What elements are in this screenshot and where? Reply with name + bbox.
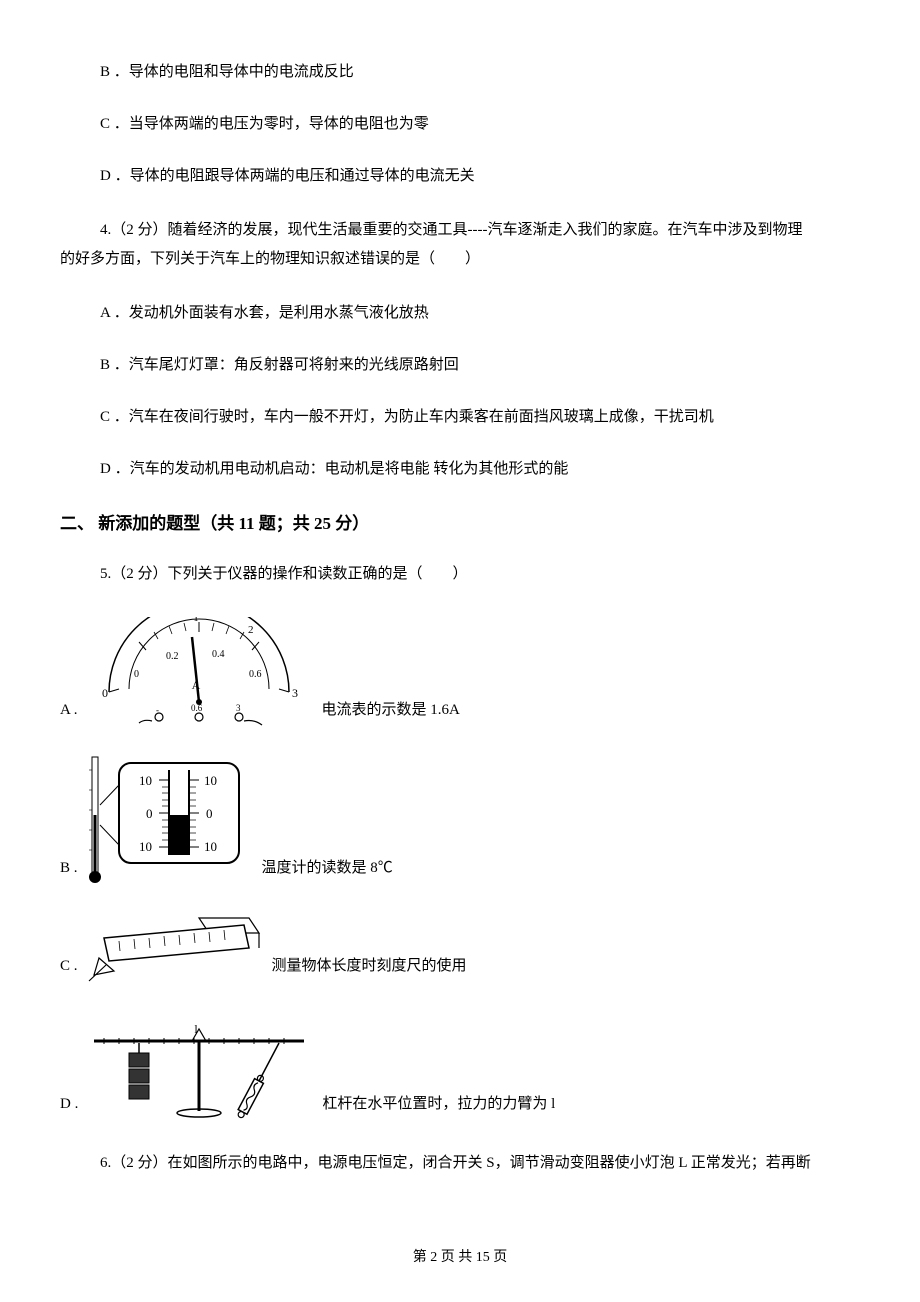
svg-text:3: 3	[292, 686, 298, 700]
svg-text:3: 3	[236, 703, 241, 713]
svg-text:0: 0	[206, 806, 213, 821]
q5-optC-label: C .	[60, 958, 78, 983]
q5-optB-label: B .	[60, 860, 78, 885]
ammeter-label-0-outer: 0	[102, 686, 108, 700]
svg-text:-: -	[156, 705, 159, 715]
q5-optB-desc: 温度计的读数是 8℃	[262, 856, 393, 885]
ammeter-figure: 0 1 2 3 0 0.2 0.4 0.6 A - 0.6 3	[84, 617, 314, 727]
q4-option-c: C ．汽车在夜间行驶时，车内一般不开灯，为防止车内乘客在前面挡风玻璃上成像，干扰…	[60, 405, 860, 429]
svg-text:10: 10	[204, 839, 217, 854]
q4-option-b: B ．汽车尾灯灯罩：角反射器可将射来的光线原路射回	[60, 353, 860, 377]
svg-text:0.2: 0.2	[166, 651, 179, 662]
svg-text:10: 10	[204, 773, 217, 788]
q6-text: 6.（2 分）在如图所示的电路中，电源电压恒定，闭合开关 S，调节滑动变阻器使小…	[60, 1149, 860, 1178]
page-footer: 第 2 页 共 15 页	[0, 1246, 920, 1266]
ruler-figure	[84, 913, 264, 983]
svg-text:1: 1	[193, 617, 199, 624]
svg-text:0: 0	[134, 669, 139, 680]
q4-text-line2: 的好多方面，下列关于汽车上的物理知识叙述错误的是（ ）	[60, 245, 860, 274]
q5-option-c: C . 测量物体长度时刻度尺的使用	[60, 913, 860, 983]
q4-option-a: A ．发动机外面装有水套，是利用水蒸气液化放热	[60, 301, 860, 325]
q5-text: 5.（2 分）下列关于仪器的操作和读数正确的是（ ）	[60, 560, 860, 589]
q5-optA-desc: 电流表的示数是 1.6A	[322, 698, 460, 727]
section2-header: 二、 新添加的题型（共 11 题；共 25 分）	[60, 509, 860, 534]
thermometer-figure: 10 10 0 0 10 10	[84, 755, 254, 885]
svg-text:10: 10	[139, 773, 152, 788]
svg-text:0: 0	[146, 806, 153, 821]
q5-optD-desc: 杠杆在水平位置时，拉力的力臂为 l	[322, 1092, 555, 1121]
q3-option-d: D ．导体的电阻跟导体两端的电压和通过导体的电流无关	[60, 164, 860, 188]
lever-figure: l	[84, 1011, 314, 1121]
q3-option-c: C ．当导体两端的电压为零时，导体的电阻也为零	[60, 112, 860, 136]
svg-text:0.6: 0.6	[249, 669, 262, 680]
svg-text:10: 10	[139, 839, 152, 854]
q5-option-a: A . 0 1 2 3 0 0	[60, 617, 860, 727]
svg-text:0.4: 0.4	[212, 649, 225, 660]
q5-option-b: B .	[60, 755, 860, 885]
q5-optA-label: A .	[60, 702, 78, 727]
q4-option-d: D ．汽车的发动机用电动机启动：电动机是将电能 转化为其他形式的能	[60, 457, 860, 481]
q4-text-line1: 4.（2 分）随着经济的发展，现代生活最重要的交通工具----汽车逐渐走入我们的…	[60, 216, 860, 245]
q5-optC-desc: 测量物体长度时刻度尺的使用	[272, 954, 467, 983]
q4-text: 4.（2 分）随着经济的发展，现代生活最重要的交通工具----汽车逐渐走入我们的…	[60, 216, 860, 273]
q5-optD-label: D .	[60, 1096, 78, 1121]
q3-option-b: B ．导体的电阻和导体中的电流成反比	[60, 60, 860, 84]
svg-text:2: 2	[248, 624, 254, 636]
svg-text:0.6: 0.6	[191, 703, 203, 713]
q5-option-d: D . l	[60, 1011, 860, 1121]
